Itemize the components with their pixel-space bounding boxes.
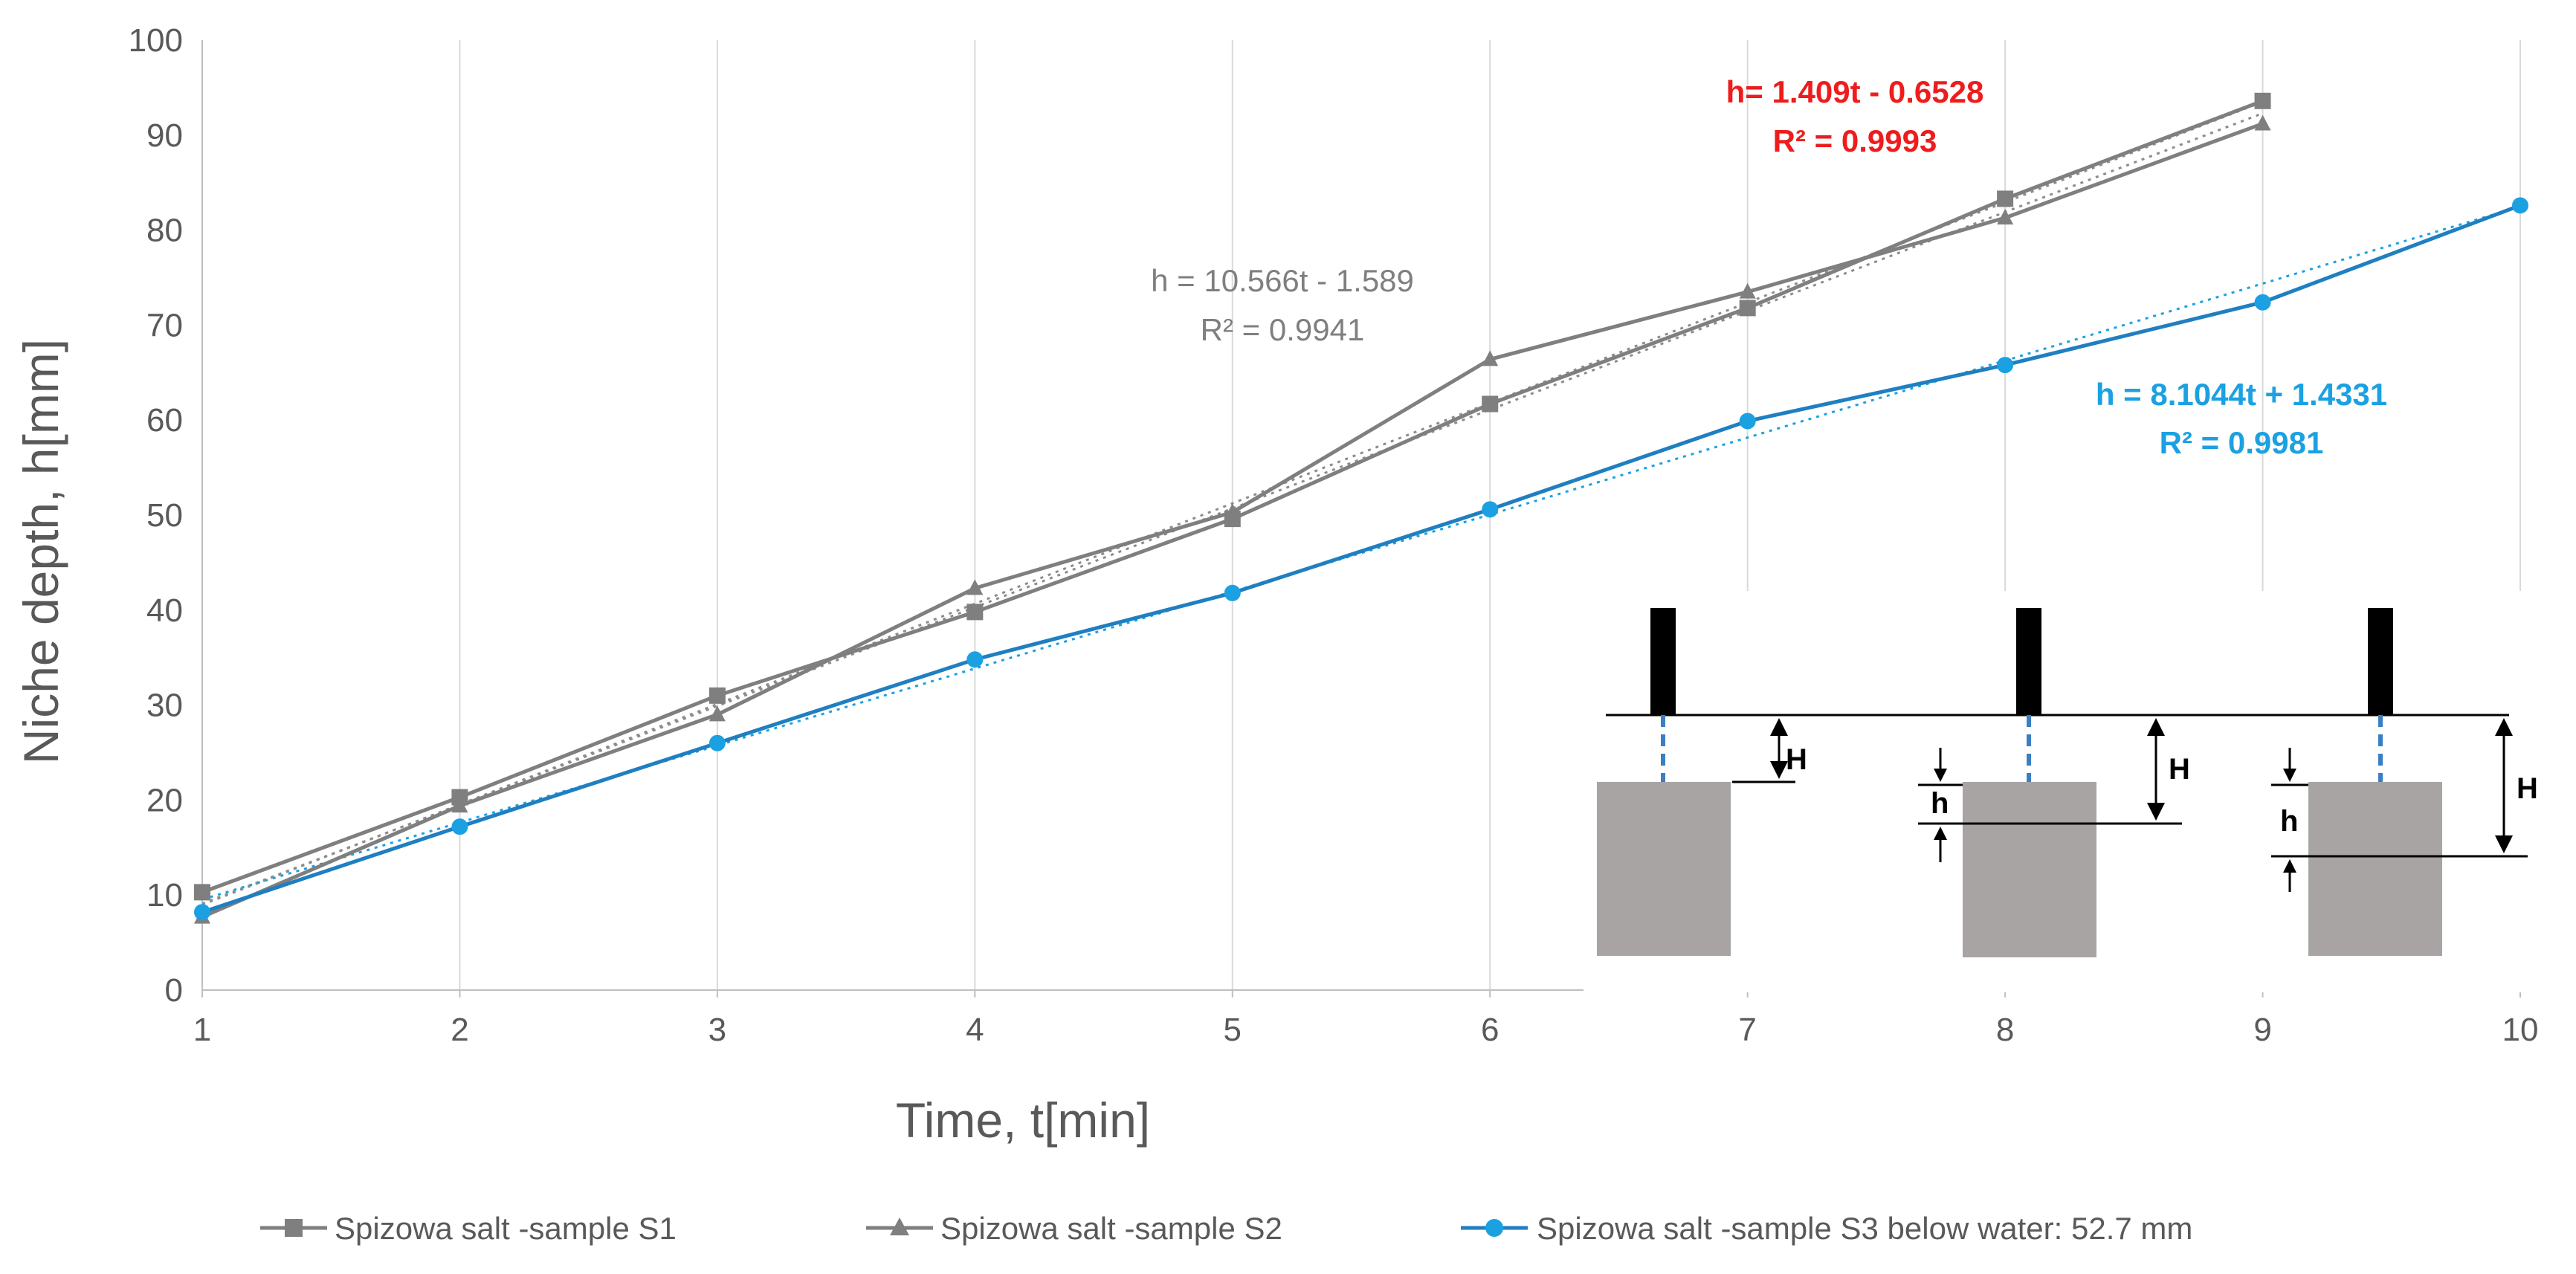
data-point-s2-6 [1482,350,1499,366]
x-tick-label-10: 10 [2502,1012,2539,1048]
y-tick-label-90: 90 [146,117,183,154]
y-tick-label-30: 30 [146,688,183,724]
data-point-s2-3 [708,705,726,722]
data-point-s2-8 [1997,208,2014,224]
salt-block-1 [1597,782,1731,956]
H-label-2: H [2169,753,2190,786]
data-point-s1-8 [1997,190,2014,207]
arrowhead-icon [2495,835,2513,853]
data-point-s2-2 [451,797,468,813]
x-tick-label-9: 9 [2253,1012,2271,1048]
data-point-s3-9 [2254,294,2271,311]
x-axis-title: Time, t[min] [896,1093,1150,1148]
data-point-s2-9 [2254,114,2271,131]
y-tick-labels: 0 10 20 30 40 50 60 70 80 90 100 [129,22,183,1009]
data-point-s3-7 [1739,413,1756,430]
series-line-s3 [201,204,2521,914]
salt-block-2 [1963,782,2096,957]
data-point-s2-5 [1224,503,1241,520]
data-point-s1-6 [1482,395,1499,413]
data-point-s1-3 [708,687,726,704]
x-tick-label-7: 7 [1738,1012,1756,1048]
x-tick-label-4: 4 [966,1012,984,1048]
data-point-s3-4 [966,651,984,668]
inset-schematic-diagram: H h H h H [1584,591,2576,992]
equation-red-line1: h= 1.409t - 0.6528 [1726,74,1984,109]
arrowhead-icon [2147,718,2165,736]
legend: Spizowa salt -sample S1 Spizowa salt -sa… [260,1211,2192,1246]
arrowhead-icon [1770,718,1788,736]
y-tick-label-70: 70 [146,307,183,343]
data-point-s2-4 [966,579,984,595]
equation-blue-line2: R² = 0.9981 [2160,425,2324,460]
data-point-s3-3 [708,734,726,751]
y-tick-label-50: 50 [146,497,183,534]
data-point-s1-7 [1739,300,1756,317]
legend-label-s2: Spizowa salt -sample S2 [940,1211,1282,1246]
x-tick-label-6: 6 [1481,1012,1499,1048]
legend-marker-s2 [890,1218,909,1235]
legend-label-s3: Spizowa salt -sample S3 below water: 52.… [1537,1211,2192,1246]
arrowhead-icon [1934,769,1947,782]
h-label-3: h [2280,805,2298,838]
data-point-s1-9 [2254,92,2271,109]
legend-marker-s3 [1485,1219,1503,1237]
y-tick-label-80: 80 [146,213,183,249]
x-tick-label-5: 5 [1224,1012,1242,1048]
arrowhead-icon [2147,803,2165,821]
equation-annotations: h= 1.409t - 0.6528 R² = 0.9993 h = 10.56… [1151,74,2387,460]
data-point-s3-6 [1482,501,1499,518]
data-point-s2-7 [1739,282,1756,299]
series-markers [194,92,2528,924]
data-point-s3-10 [2512,197,2528,214]
x-tick-label-8: 8 [1996,1012,2014,1048]
y-tick-label-20: 20 [146,782,183,818]
arrowhead-icon [1770,761,1788,779]
data-point-s3-8 [1997,357,2014,374]
data-point-s1-4 [966,604,984,621]
legend-marker-s1 [285,1219,303,1237]
y-tick-label-100: 100 [129,22,183,59]
x-tick-label-1: 1 [193,1012,211,1048]
x-tick-label-2: 2 [451,1012,468,1048]
legend-label-s1: Spizowa salt -sample S1 [335,1211,677,1246]
H-label-3: H [2517,772,2538,805]
equation-gray-line2: R² = 0.9941 [1201,312,1365,347]
arrowhead-icon [1934,827,1947,840]
nozzle-1 [1650,608,1676,715]
arrowhead-icon [2283,769,2296,782]
x-tick-labels: 1 2 3 4 5 6 7 8 9 10 [193,1012,2539,1048]
H-label-1: H [1786,743,1807,776]
arrowhead-icon [2495,718,2513,736]
equation-red-line2: R² = 0.9993 [1773,123,1937,158]
x-tick-label-3: 3 [708,1012,726,1048]
h-label-2: h [1931,787,1949,820]
data-point-s3-5 [1224,584,1241,601]
salt-block-3 [2308,782,2442,956]
y-axis-title: Niche depth, h[mm] [13,339,68,764]
data-point-s3-2 [451,818,468,835]
nozzle-3 [2368,608,2393,715]
data-point-s3-1 [194,904,210,921]
equation-blue-line1: h = 8.1044t + 1.4331 [2096,377,2387,412]
arrowhead-icon [2283,859,2296,873]
data-point-s1-1 [194,884,210,901]
y-tick-label-0: 0 [165,972,183,1009]
nozzle-2 [2016,608,2041,715]
equation-gray-line1: h = 10.566t - 1.589 [1151,263,1414,298]
y-tick-label-40: 40 [146,592,183,629]
y-tick-label-10: 10 [146,877,183,914]
y-tick-label-60: 60 [146,402,183,439]
